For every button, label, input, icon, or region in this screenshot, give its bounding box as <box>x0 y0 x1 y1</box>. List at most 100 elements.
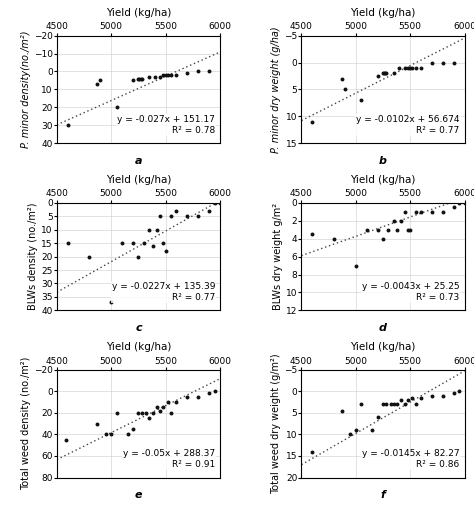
Point <box>160 403 167 411</box>
Point <box>108 430 115 438</box>
Point <box>64 121 72 130</box>
Point <box>398 216 405 225</box>
Point <box>164 71 172 79</box>
Title: Yield (kg/ha): Yield (kg/ha) <box>106 175 171 185</box>
Point <box>97 76 104 84</box>
Point <box>398 396 405 404</box>
Point <box>330 235 338 243</box>
Point <box>309 448 316 456</box>
Point <box>382 69 389 77</box>
Point <box>129 239 137 247</box>
Point <box>151 73 158 81</box>
Text: y = -0.027x + 151.17
R² = 0.78: y = -0.027x + 151.17 R² = 0.78 <box>117 115 215 135</box>
Point <box>309 118 316 126</box>
Point <box>409 64 416 72</box>
Point <box>102 430 109 438</box>
Point <box>417 208 425 216</box>
Point <box>62 436 69 444</box>
Point <box>156 73 164 81</box>
Point <box>380 69 388 77</box>
Point <box>401 400 409 408</box>
Point <box>140 239 147 247</box>
Point <box>173 71 180 79</box>
Point <box>384 226 392 234</box>
Point <box>194 68 202 76</box>
Point <box>352 426 360 434</box>
Point <box>64 239 72 247</box>
Point <box>406 226 414 234</box>
Point <box>401 208 409 216</box>
Y-axis label: Total weed dry weight (g/m²): Total weed dry weight (g/m²) <box>271 353 281 494</box>
Point <box>439 58 447 67</box>
Y-axis label: BLWs dry weight g/m²: BLWs dry weight g/m² <box>273 203 283 310</box>
Point <box>146 73 153 81</box>
Point <box>412 64 419 72</box>
Point <box>124 430 131 438</box>
Point <box>338 406 346 415</box>
Text: b: b <box>379 156 387 166</box>
Point <box>390 216 398 225</box>
Y-axis label: P. minor dry weight (g/ha): P. minor dry weight (g/ha) <box>271 26 281 153</box>
Point <box>338 75 346 83</box>
Point <box>93 80 101 88</box>
Y-axis label: P. minor density(no./m²): P. minor density(no./m²) <box>21 30 31 148</box>
Point <box>374 72 382 80</box>
Point <box>404 64 412 72</box>
Point <box>409 394 416 402</box>
Point <box>368 426 376 434</box>
Point <box>404 396 412 404</box>
Point <box>417 394 425 402</box>
Point <box>113 103 120 111</box>
Point <box>387 400 394 408</box>
Point <box>183 212 191 220</box>
Point <box>146 226 153 234</box>
Point <box>129 425 137 433</box>
Text: a: a <box>135 156 142 166</box>
Point <box>173 398 180 406</box>
Y-axis label: Total weed density (no./m²): Total weed density (no./m²) <box>21 357 31 490</box>
Point <box>167 212 175 220</box>
Text: y = -0.0145x + 82.27
R² = 0.86: y = -0.0145x + 82.27 R² = 0.86 <box>362 450 460 469</box>
Point <box>383 69 390 77</box>
Point <box>346 430 354 438</box>
Point <box>138 75 146 83</box>
Point <box>108 298 115 306</box>
Point <box>406 64 414 72</box>
Point <box>118 239 126 247</box>
Title: Yield (kg/ha): Yield (kg/ha) <box>106 342 171 352</box>
Point <box>211 387 219 395</box>
Point <box>113 409 120 417</box>
Text: d: d <box>379 324 387 333</box>
Point <box>357 400 365 408</box>
Point <box>428 58 436 67</box>
Point <box>138 409 146 417</box>
Point <box>205 207 213 215</box>
Point <box>162 71 169 79</box>
Point <box>428 392 436 400</box>
Point <box>309 230 316 238</box>
Point <box>160 71 167 79</box>
Point <box>86 252 93 261</box>
Point <box>129 76 137 84</box>
Point <box>341 85 349 93</box>
Point <box>205 68 213 76</box>
Point <box>450 203 457 211</box>
Text: f: f <box>381 490 385 500</box>
Point <box>149 242 156 250</box>
Point <box>393 226 401 234</box>
Point <box>156 406 164 415</box>
Title: Yield (kg/ha): Yield (kg/ha) <box>350 8 416 18</box>
Point <box>167 409 175 417</box>
Point <box>167 71 175 79</box>
Text: e: e <box>135 490 142 500</box>
Point <box>417 64 425 72</box>
Point <box>153 226 161 234</box>
Point <box>363 226 371 234</box>
Point <box>205 389 213 397</box>
Point <box>412 400 419 408</box>
Point <box>137 75 145 83</box>
Point <box>439 208 447 216</box>
Point <box>395 64 403 72</box>
Point <box>374 226 382 234</box>
Point <box>374 413 382 421</box>
